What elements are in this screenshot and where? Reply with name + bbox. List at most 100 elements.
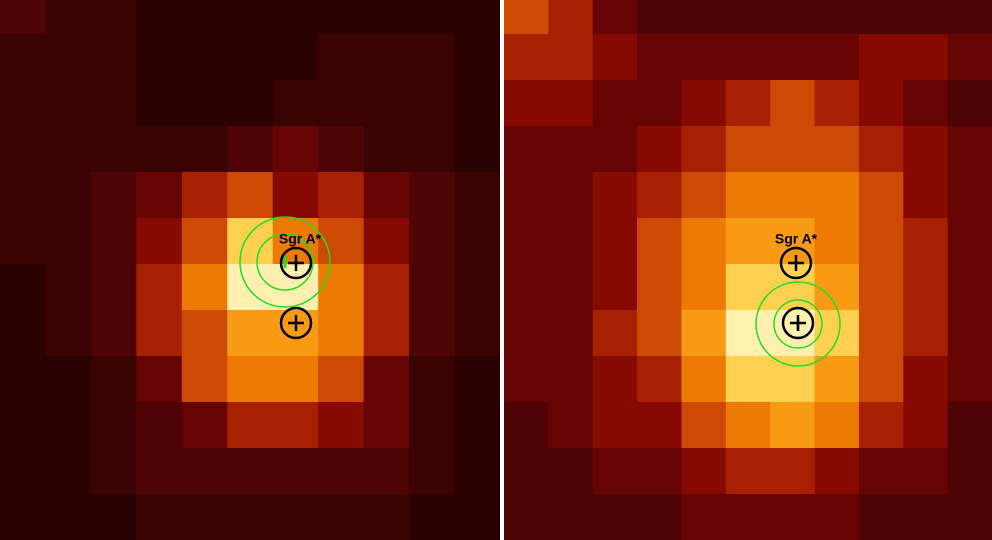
pixel <box>45 218 92 265</box>
pixel <box>318 310 365 357</box>
pixel <box>592 126 638 173</box>
pixel <box>770 0 816 35</box>
pixel <box>318 218 365 265</box>
pixel <box>504 80 549 127</box>
pixel <box>409 218 456 265</box>
pixel <box>681 80 727 127</box>
pixel <box>903 126 949 173</box>
pixel <box>181 402 228 449</box>
pixel <box>548 80 594 127</box>
pixel <box>725 264 771 311</box>
pixel <box>181 80 228 127</box>
pixel <box>454 356 501 403</box>
pixel <box>0 0 46 35</box>
pixel <box>858 448 904 495</box>
pixel <box>454 448 501 495</box>
pixel <box>272 0 319 35</box>
pixel <box>548 34 594 81</box>
pixel <box>363 172 410 219</box>
pixel <box>814 264 860 311</box>
pixel <box>454 402 501 449</box>
pixel <box>681 34 727 81</box>
pixel <box>363 34 410 81</box>
pixel <box>409 356 456 403</box>
pixel <box>136 448 183 495</box>
pixel <box>725 0 771 35</box>
pixel <box>181 310 228 357</box>
pixel <box>363 80 410 127</box>
pixel <box>409 80 456 127</box>
pixel <box>181 218 228 265</box>
pixel <box>725 448 771 495</box>
pixel <box>858 126 904 173</box>
pixel <box>548 126 594 173</box>
pixel <box>45 34 92 81</box>
pixel <box>504 402 549 449</box>
pixel <box>272 126 319 173</box>
pixel <box>947 218 992 265</box>
pixel <box>637 402 682 449</box>
pixel <box>181 172 228 219</box>
pixel <box>227 0 274 35</box>
pixel <box>318 126 365 173</box>
pixel <box>592 264 638 311</box>
pixel <box>363 494 410 540</box>
pixel <box>227 80 274 127</box>
pixel <box>318 448 365 495</box>
pixel <box>90 34 137 81</box>
pixel <box>770 172 816 219</box>
pixel <box>814 172 860 219</box>
pixel <box>45 494 92 540</box>
pixel <box>592 494 638 540</box>
pixel <box>227 356 274 403</box>
pixel <box>409 448 456 495</box>
pixel <box>814 0 860 35</box>
pixel <box>947 402 992 449</box>
pixel <box>90 264 137 311</box>
pixel <box>272 448 319 495</box>
pixel <box>814 448 860 495</box>
pixel <box>363 0 410 35</box>
pixel <box>858 310 904 357</box>
pixel <box>725 126 771 173</box>
pixel <box>227 126 274 173</box>
pixel <box>454 34 501 81</box>
pixel <box>181 448 228 495</box>
pixel <box>90 218 137 265</box>
pixel <box>548 494 594 540</box>
pixel <box>947 0 992 35</box>
pixel <box>227 310 274 357</box>
source-marker <box>779 246 813 280</box>
pixel <box>0 448 46 495</box>
pixel <box>770 356 816 403</box>
pixel <box>45 0 92 35</box>
pixel <box>90 448 137 495</box>
pixel <box>45 126 92 173</box>
pixel <box>136 172 183 219</box>
pixel <box>504 126 549 173</box>
pixel <box>637 126 682 173</box>
pixel <box>770 402 816 449</box>
pixel <box>504 356 549 403</box>
pixel <box>770 34 816 81</box>
source-label: Sgr A* <box>775 231 818 247</box>
pixel <box>181 264 228 311</box>
pixel <box>681 264 727 311</box>
pixel <box>0 264 46 311</box>
pixel <box>858 0 904 35</box>
pixel <box>592 80 638 127</box>
pixel <box>504 264 549 311</box>
pixel <box>814 494 860 540</box>
pixel <box>725 356 771 403</box>
pixel <box>770 80 816 127</box>
pixel <box>136 34 183 81</box>
pixel <box>637 494 682 540</box>
pixel <box>504 0 549 35</box>
pixel <box>318 34 365 81</box>
pixel <box>45 310 92 357</box>
pixel <box>725 402 771 449</box>
pixel <box>0 34 46 81</box>
pixel <box>504 172 549 219</box>
pixel <box>637 34 682 81</box>
pixel <box>725 218 771 265</box>
